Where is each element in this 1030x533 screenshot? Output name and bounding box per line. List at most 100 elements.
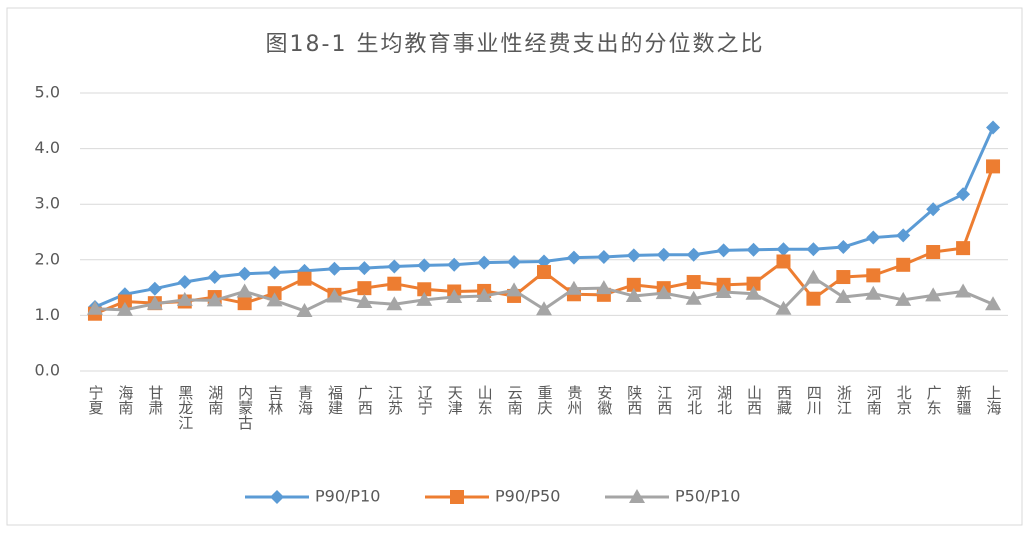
data-point [357, 281, 372, 296]
x-tick-label: 贵州 [565, 385, 583, 415]
data-point [565, 280, 582, 295]
data-point [775, 300, 792, 315]
data-point [537, 254, 551, 269]
data-point [626, 248, 641, 263]
data-point [595, 280, 612, 295]
data-point [896, 228, 911, 243]
data-point [176, 291, 193, 306]
x-tick-label: 西藏 [775, 385, 793, 416]
data-point [446, 289, 463, 304]
data-point [686, 247, 701, 262]
x-tick-label: 重庆 [536, 385, 554, 415]
data-point [177, 275, 192, 290]
x-tick-label: 海南 [116, 385, 134, 415]
data-point [926, 202, 941, 217]
data-point [866, 230, 881, 245]
data-point [686, 275, 701, 290]
legend-marker [450, 490, 464, 504]
data-point [746, 242, 761, 257]
x-tick-label: 内蒙古 [236, 385, 254, 430]
data-point [925, 287, 942, 302]
data-point [716, 243, 731, 258]
data-point [357, 261, 372, 276]
data-point [326, 288, 343, 303]
x-tick-label: 江苏 [386, 385, 404, 416]
data-point [776, 242, 791, 257]
data-point [206, 292, 223, 307]
data-point [685, 290, 702, 305]
y-tick-label: 3.0 [35, 194, 60, 213]
data-point [776, 254, 791, 269]
data-point [926, 245, 941, 260]
data-point [506, 282, 523, 297]
data-point [387, 259, 402, 274]
legend-label: P90/P10 [315, 487, 380, 506]
x-tick-label: 福建 [326, 385, 344, 415]
data-point [146, 295, 163, 310]
data-point [417, 258, 432, 273]
data-point [896, 257, 911, 272]
x-tick-label: 云南 [506, 385, 524, 415]
data-point [356, 294, 373, 309]
x-tick-label: 陕西 [625, 385, 643, 415]
data-point [566, 250, 581, 265]
data-point [476, 287, 493, 302]
x-tick-label: 甘肃 [146, 385, 164, 415]
data-point [297, 271, 312, 286]
data-point [626, 277, 641, 292]
data-point [806, 242, 821, 257]
data-point [805, 269, 822, 284]
legend-marker [629, 489, 645, 503]
x-tick-label: 山西 [745, 385, 763, 415]
data-point [236, 283, 253, 298]
data-point [596, 250, 611, 265]
data-point [237, 266, 252, 281]
data-point [866, 268, 881, 283]
x-tick-label: 吉林 [266, 385, 284, 415]
data-point [955, 283, 972, 298]
x-tick-label: 北京 [895, 385, 913, 416]
data-point [836, 240, 851, 255]
data-point [296, 302, 313, 317]
data-point [865, 285, 882, 300]
legend-marker [270, 490, 284, 504]
data-point [237, 296, 252, 311]
x-tick-label: 青海 [296, 385, 314, 415]
data-point [625, 287, 642, 302]
y-tick-label: 0.0 [35, 361, 60, 380]
data-point [986, 159, 1001, 174]
x-tick-label: 安徽 [595, 385, 613, 415]
data-point [956, 241, 971, 256]
chart-title: 图18-1 生均教育事业性经费支出的分位数之比 [266, 32, 765, 57]
data-point [986, 120, 1001, 135]
x-tick-label: 山东 [476, 385, 494, 415]
x-tick-label: 江西 [655, 385, 673, 415]
data-point [327, 261, 342, 276]
y-tick-label: 5.0 [35, 83, 60, 102]
data-point [536, 301, 552, 316]
data-point [655, 285, 672, 300]
data-point [745, 285, 762, 300]
x-tick-label: 河南 [865, 385, 883, 415]
x-tick-label: 湖北 [715, 385, 733, 415]
x-tick-label: 湖南 [206, 385, 224, 415]
x-tick-label: 广东 [925, 385, 943, 415]
x-tick-label: 浙江 [835, 385, 853, 415]
data-point [656, 247, 671, 262]
data-point [207, 270, 222, 285]
y-tick-label: 1.0 [35, 305, 60, 324]
data-point [715, 284, 732, 299]
data-point [386, 296, 403, 311]
x-tick-label: 广西 [356, 385, 374, 415]
data-point [835, 289, 852, 304]
data-point [836, 270, 851, 285]
y-tick-label: 4.0 [35, 138, 60, 157]
data-point [387, 276, 402, 291]
data-point [447, 257, 462, 272]
x-tick-label: 新疆 [955, 385, 973, 415]
data-point [147, 281, 162, 296]
legend-label: P90/P50 [495, 487, 560, 506]
data-point [416, 291, 433, 306]
data-point [985, 296, 1002, 311]
data-point [895, 291, 912, 306]
